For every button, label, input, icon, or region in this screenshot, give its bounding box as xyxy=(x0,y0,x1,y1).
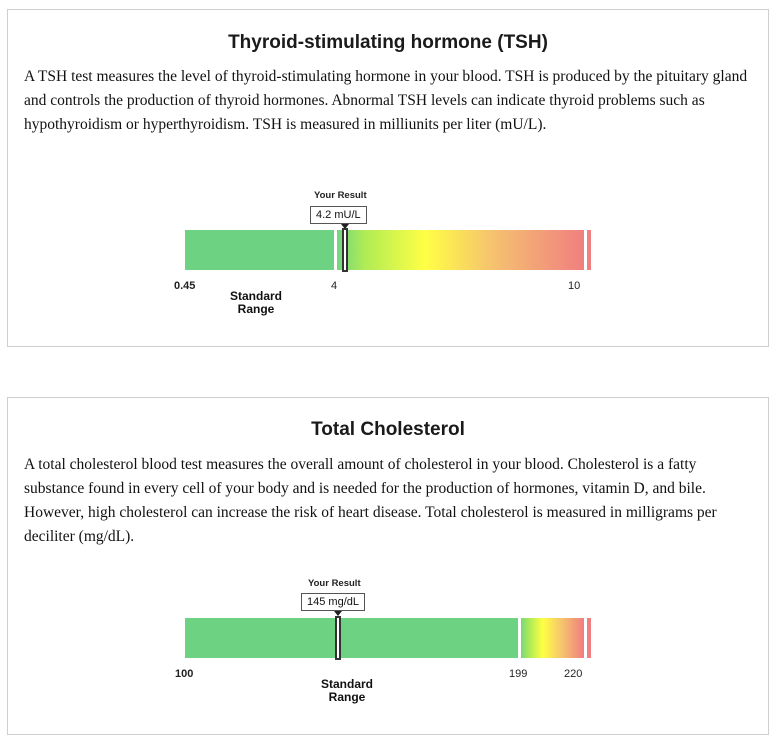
tsh-tick-min: 0.45 xyxy=(174,280,196,292)
cholesterol-card: Total Cholesterol A total cholesterol bl… xyxy=(7,397,769,735)
tsh-result-pointer xyxy=(341,224,349,229)
tsh-range-line2: Range xyxy=(237,302,275,316)
cholesterol-tick-min: 100 xyxy=(175,668,194,680)
cholesterol-result-label: Your Result xyxy=(308,578,361,589)
tsh-card: Thyroid-stimulating hormone (TSH) A TSH … xyxy=(7,9,769,347)
cholesterol-normal-boundary xyxy=(518,618,521,658)
cholesterol-result-pointer xyxy=(334,611,342,616)
tsh-normal-boundary xyxy=(334,230,337,270)
cholesterol-range-line1: Standard xyxy=(321,677,374,691)
tsh-range-line1: Standard xyxy=(230,289,283,303)
tsh-standard-range-label: Standard Range xyxy=(230,290,282,316)
cholesterol-range-line2: Range xyxy=(328,690,366,704)
cholesterol-title: Total Cholesterol xyxy=(311,419,465,440)
tsh-tick-mid: 4 xyxy=(331,280,338,292)
tsh-tick-max: 10 xyxy=(568,280,581,292)
tsh-title: Thyroid-stimulating hormone (TSH) xyxy=(228,32,548,53)
cholesterol-standard-range-label: Standard Range xyxy=(321,678,373,704)
cholesterol-range-bar xyxy=(185,616,591,660)
cholesterol-description: A total cholesterol blood test measures … xyxy=(24,456,717,545)
cholesterol-tick-max: 220 xyxy=(564,668,583,680)
tsh-result-label: Your Result xyxy=(314,190,367,201)
cholesterol-tick-mid: 199 xyxy=(509,668,528,680)
tsh-range-bar xyxy=(185,228,591,272)
cholesterol-bar-end xyxy=(584,618,587,658)
tsh-description: A TSH test measures the level of thyroid… xyxy=(24,68,748,133)
tsh-bar-end xyxy=(584,230,587,270)
tsh-result-marker xyxy=(342,228,348,272)
tsh-result-value: 4.2 mU/L xyxy=(310,206,367,224)
cholesterol-result-marker xyxy=(335,616,341,660)
cholesterol-result-value: 145 mg/dL xyxy=(301,593,365,611)
